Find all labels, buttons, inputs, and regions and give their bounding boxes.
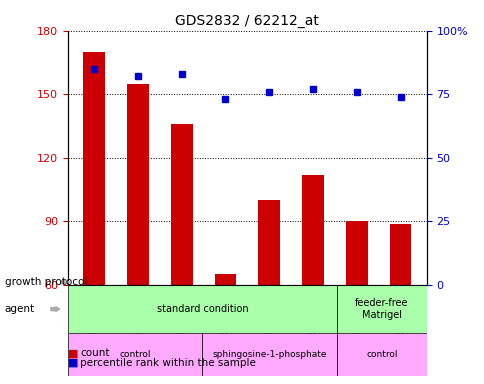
- FancyBboxPatch shape: [68, 285, 336, 333]
- Bar: [389, 223, 410, 285]
- Text: growth protocol: growth protocol: [5, 277, 87, 287]
- Text: ■: ■: [68, 348, 78, 358]
- Text: control: control: [365, 350, 397, 359]
- FancyBboxPatch shape: [68, 333, 202, 376]
- Bar: [170, 124, 192, 285]
- Text: ■: ■: [68, 358, 78, 368]
- Bar: [127, 84, 149, 285]
- Text: feeder-free
Matrigel: feeder-free Matrigel: [354, 298, 408, 319]
- Text: percentile rank within the sample: percentile rank within the sample: [80, 358, 256, 368]
- Bar: [258, 200, 280, 285]
- Bar: [345, 222, 367, 285]
- Text: standard condition: standard condition: [156, 304, 248, 314]
- FancyBboxPatch shape: [336, 333, 426, 376]
- Text: agent: agent: [5, 304, 35, 314]
- FancyBboxPatch shape: [336, 285, 426, 333]
- Text: count: count: [80, 348, 109, 358]
- Text: sphingosine-1-phosphate: sphingosine-1-phosphate: [212, 350, 326, 359]
- Bar: [83, 52, 105, 285]
- Text: control: control: [119, 350, 151, 359]
- FancyBboxPatch shape: [202, 333, 336, 376]
- Bar: [214, 274, 236, 285]
- Bar: [302, 175, 323, 285]
- Title: GDS2832 / 62212_at: GDS2832 / 62212_at: [175, 14, 318, 28]
